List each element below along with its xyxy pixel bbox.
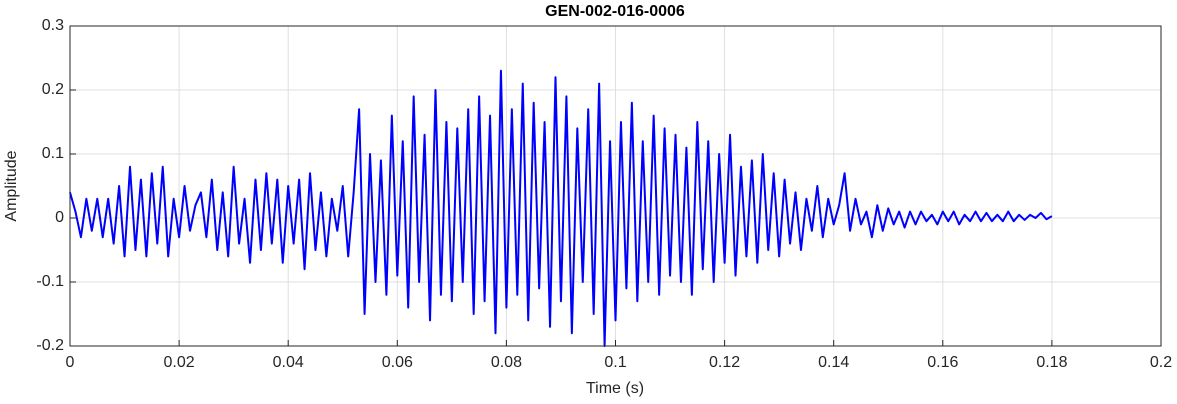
x-tick-label: 0.16	[927, 354, 958, 371]
x-tick-label: 0.02	[164, 354, 195, 371]
y-axis-label: Amplitude	[3, 150, 20, 221]
y-tick-label: -0.2	[36, 337, 64, 354]
plot-frame	[69, 25, 1162, 347]
y-tick-label: 0.2	[42, 81, 64, 98]
x-axis-label: Time (s)	[586, 380, 644, 397]
waveform-line	[69, 69, 1053, 347]
x-tick-label: 0.18	[1036, 354, 1067, 371]
x-tick-label: 0.1	[604, 354, 626, 371]
chart-title: GEN-002-016-0006	[545, 3, 685, 20]
y-tick-label: 0	[55, 209, 64, 226]
x-tick-label: 0.04	[273, 354, 304, 371]
x-tick-label: 0.08	[491, 354, 522, 371]
y-tick-label: 0.3	[42, 17, 64, 34]
x-tick-label: 0.2	[1150, 354, 1172, 371]
x-tick-label: 0.06	[382, 354, 413, 371]
y-tick-label: 0.1	[42, 145, 64, 162]
x-tick-label: 0.12	[709, 354, 740, 371]
x-tick-label: 0.14	[818, 354, 849, 371]
y-tick-label: -0.1	[36, 273, 64, 290]
x-tick-label: 0	[66, 354, 75, 371]
